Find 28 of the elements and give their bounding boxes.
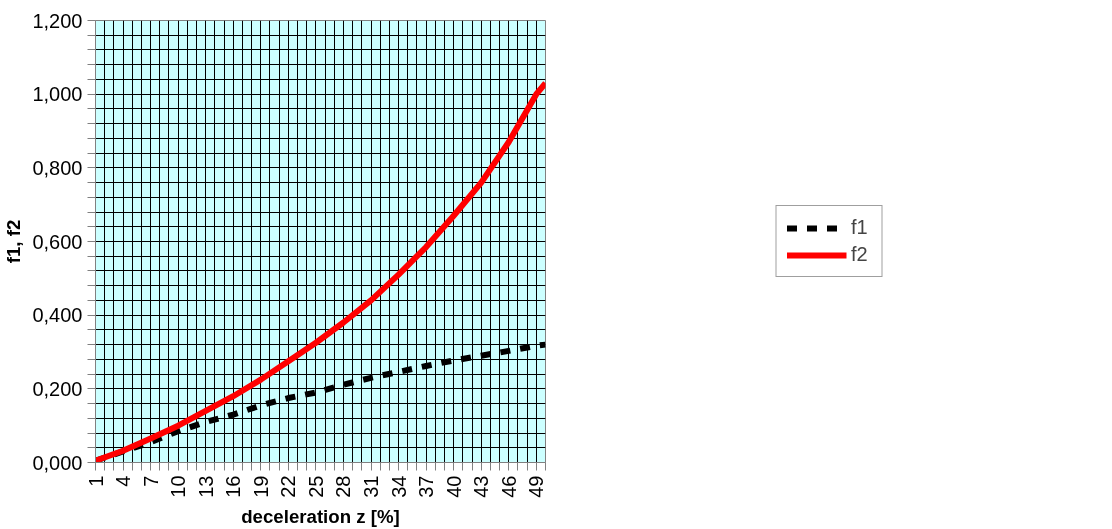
x-axis-title: deceleration z [%]: [241, 505, 400, 527]
x-tick-label: 34: [387, 475, 410, 498]
x-tick-label: 13: [194, 475, 217, 498]
legend-label: f1: [851, 216, 869, 239]
x-tick-label: 25: [304, 475, 327, 498]
x-tick-label: 37: [415, 475, 438, 498]
x-tick-label: 28: [332, 475, 355, 498]
y-tick-label: 0,400: [32, 304, 83, 327]
x-tick-label: 4: [112, 475, 135, 487]
x-tick-label: 46: [497, 475, 520, 498]
y-tick-label: 1,000: [32, 83, 83, 106]
y-tick-label: 0,200: [32, 377, 83, 400]
y-axis-title: f1, f2: [3, 219, 25, 264]
y-tick-label: 0,600: [32, 230, 83, 253]
x-tick-label: 19: [249, 475, 272, 498]
x-tick-label: 7: [139, 475, 162, 487]
x-tick-label: 49: [525, 475, 548, 498]
y-tick-label: 1,200: [32, 9, 83, 32]
x-tick-label: 31: [360, 475, 383, 498]
x-tick-label: 40: [442, 475, 465, 498]
x-tick-label: 1: [84, 475, 107, 487]
x-tick-label: 16: [222, 475, 245, 498]
legend-label: f2: [851, 243, 869, 266]
y-tick-label: 0,800: [32, 156, 83, 179]
x-tick-label: 43: [470, 475, 493, 498]
x-tick-label: 10: [167, 475, 190, 498]
x-tick-label: 22: [277, 475, 300, 498]
y-tick-label: 0,000: [32, 451, 83, 474]
